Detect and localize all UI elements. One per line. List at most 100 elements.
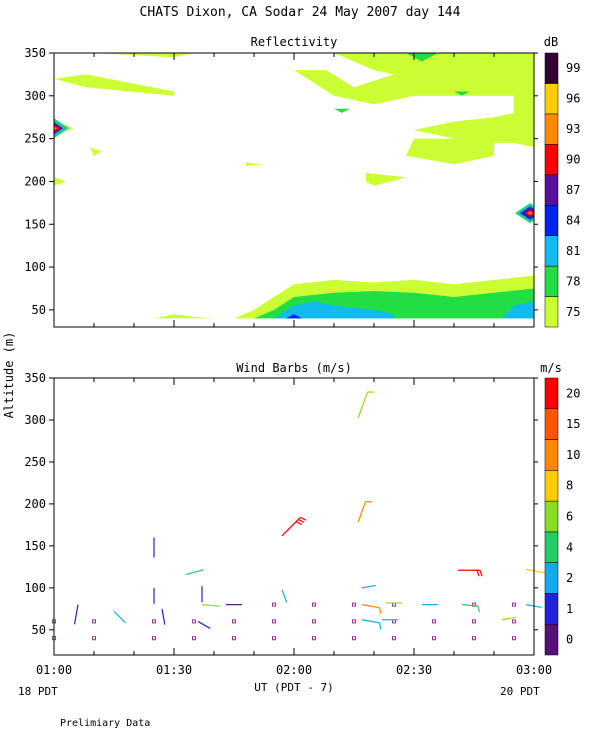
x-axis-label: UT (PDT - 7) [254,681,333,694]
reflectivity-contour-region [54,177,66,186]
reflectivity-colorbar-swatch [545,236,558,266]
wind-barbs-colorbar-swatch [545,378,558,409]
wind-barb-flag [480,570,482,576]
wind-barbs-colorbar-label: 10 [566,448,580,462]
wind-barb-flag [380,623,381,629]
wind-barb [186,570,203,575]
calm-wind-marker [473,637,476,640]
calm-wind-marker [513,603,516,606]
wind-barb-shaft [358,392,368,418]
wind-barb-shaft [362,605,380,608]
wind-barb [198,621,210,628]
calm-wind-marker [193,637,196,640]
calm-wind-marker [513,637,516,640]
wind-barbs-colorbar-label: 1 [566,602,573,616]
wind-barb [162,609,165,625]
wind-barbs-title: Wind Barbs (m/s) [236,361,352,375]
reflectivity-colorbar-swatch [545,175,558,205]
wind-barbs-plot-area [53,392,547,640]
wind-barb-flag [477,570,479,576]
reflectivity-colorbar-label: 93 [566,122,580,136]
reflectivity-ytick-label: 350 [24,46,46,60]
calm-wind-marker [153,637,156,640]
reflectivity-colorbar-title: dB [544,35,558,49]
wind-barb-shaft [162,609,165,625]
wind-barb [282,517,306,535]
reflectivity-colorbar-label: 96 [566,92,580,106]
wind-barb [358,392,374,418]
wind-barb-shaft [202,605,220,607]
x-tick-label: 02:30 [396,663,432,677]
calm-wind-marker [233,620,236,623]
reflectivity-contour-region [334,109,350,113]
wind-barbs-marks [53,392,547,640]
calm-wind-marker [313,620,316,623]
reflectivity-ytick-label: 200 [24,174,46,188]
calm-wind-marker [513,620,516,623]
wind-barbs-colorbar-swatch [545,532,558,563]
wind-barb [502,617,516,619]
reflectivity-contour-region [294,53,534,147]
wind-barbs-colorbar-label: 0 [566,633,573,647]
reflectivity-ytick-label: 150 [24,217,46,231]
calm-wind-marker [93,637,96,640]
wind-barbs-colorbar-swatch [545,440,558,471]
wind-barbs-panel: Wind Barbs (m/s) 5010015020025030035001:… [24,361,580,677]
calm-wind-marker [273,637,276,640]
reflectivity-ytick-label: 300 [24,89,46,103]
calm-wind-marker [273,603,276,606]
wind-barb-flag [298,520,304,523]
footnote: Prelimiary Data [60,718,150,729]
x-tick-label: 01:30 [156,663,192,677]
wind-barb-shaft [502,617,516,619]
reflectivity-contour-region [54,74,174,95]
reflectivity-contours [39,53,545,318]
reflectivity-contour-region [366,173,406,186]
wind-barbs-frame [54,378,534,655]
calm-wind-marker [313,603,316,606]
wind-barb-shaft [198,621,210,628]
calm-wind-marker [273,620,276,623]
wind-barb [282,590,287,603]
wind-barb [358,502,372,523]
calm-wind-marker [393,637,396,640]
wind-barb [75,605,78,625]
wind-barbs-colorbar-swatch [545,409,558,440]
reflectivity-colorbar-swatch [545,297,558,327]
reflectivity-colorbar-label: 99 [566,61,580,75]
wind-barb [458,570,482,576]
reflectivity-colorbar-swatch [545,53,558,83]
reflectivity-contour-region [154,314,214,318]
reflectivity-contour-region [246,163,262,166]
reflectivity-colorbar-swatch [545,114,558,144]
wind-barbs-colorbar-swatch [545,501,558,532]
wind-barb [202,605,220,607]
wind-barbs-colorbar-swatch [545,563,558,594]
x-tick-label: 01:00 [36,663,72,677]
reflectivity-colorbar-label: 78 [566,274,580,288]
wind-barbs-colorbar-label: 4 [566,540,573,554]
wind-barb-shaft [362,620,380,623]
wind-barb-flag [478,606,479,612]
reflectivity-contour-region [94,53,194,57]
calm-wind-marker [233,637,236,640]
wind-barb-flag [296,522,302,525]
wind-barb-shaft [114,611,125,622]
wind-barbs-colorbar-label: 6 [566,510,573,524]
reflectivity-contour-region [406,139,494,165]
wind-barbs-colorbar-swatch [545,470,558,501]
wind-barb-shaft [282,590,287,603]
reflectivity-colorbar-label: 87 [566,183,580,197]
calm-wind-marker [473,620,476,623]
calm-wind-marker [433,637,436,640]
calm-wind-marker [433,620,436,623]
calm-wind-marker [393,620,396,623]
wind-barbs-colorbar-label: 2 [566,571,573,585]
calm-wind-marker [153,620,156,623]
reflectivity-ytick-label: 250 [24,132,46,146]
reflectivity-ytick-label: 50 [32,303,46,317]
